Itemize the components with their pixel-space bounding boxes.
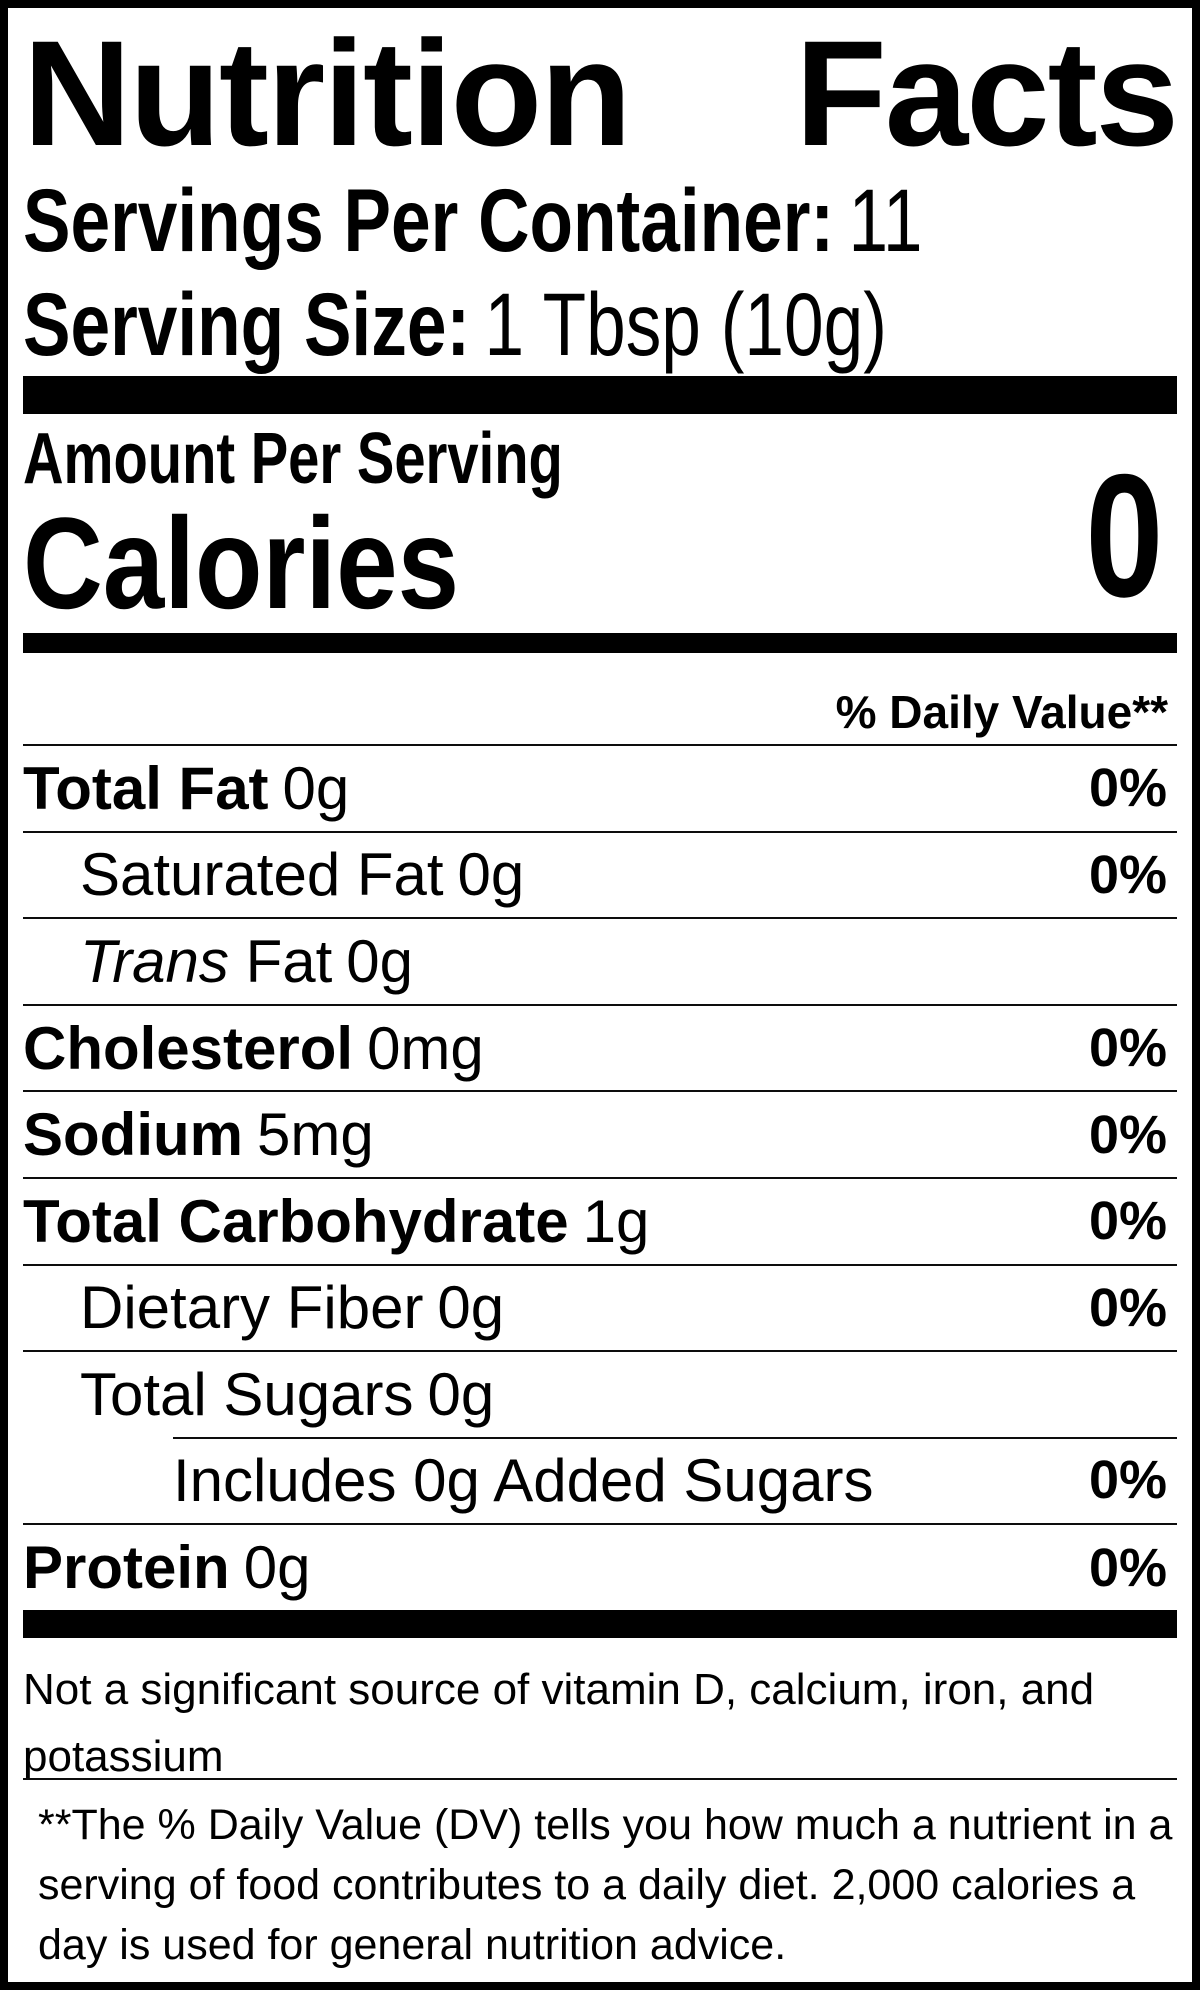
label-title-word-2: Facts (795, 9, 1179, 177)
nutrient-daily-value: 0% (1088, 1018, 1167, 1079)
row-cholesterol: Cholesterol 0mg 0% (23, 1003, 1177, 1091)
nutrient-name: Sodium (23, 1101, 243, 1169)
servings-per-container-label: Servings Per Container: (23, 170, 835, 270)
nutrient-daily-value: 0% (1088, 844, 1167, 905)
nutrient-name-and-amount: Total Sugars 0g (80, 1360, 494, 1429)
not-significant-line-1: Not a significant source of vitamin D, c… (23, 1665, 1095, 1714)
nutrient-amount: 0g (243, 1534, 311, 1602)
nutrient-name: Includes 0g Added Sugars (173, 1446, 874, 1514)
servings-per-container-value: 11 (848, 170, 923, 270)
nutrient-name: Fat (228, 927, 333, 995)
nutrient-daily-value: 0% (1088, 1277, 1167, 1338)
nutrient-amount: 0g (437, 1274, 505, 1342)
serving-size-line: Serving Size: 1 Tbsp (10g) (23, 280, 887, 369)
nutrient-name-and-amount: Saturated Fat 0g (80, 840, 524, 909)
nutrient-amount: 0g (427, 1360, 495, 1428)
row-sodium: Sodium 5mg 0% (23, 1090, 1177, 1177)
calories-label: Calories (23, 490, 460, 636)
calories-value: 0 (1085, 439, 1163, 634)
row-added-sugars: Includes 0g Added Sugars 0% (23, 1436, 1177, 1524)
nutrient-name-and-amount: Includes 0g Added Sugars (173, 1446, 888, 1515)
row-saturated-fat: Saturated Fat 0g 0% (23, 830, 1177, 918)
footnote-line-3: day is used for general nutrition advice… (38, 1921, 787, 1969)
serving-size-value: 1 Tbsp (10g) (484, 274, 887, 374)
nutrient-name: Total Fat (23, 754, 269, 822)
footnote: **The % Daily Value (DV) tells you how m… (38, 1795, 1172, 1975)
row-total-fat: Total Fat 0g 0% (23, 744, 1177, 831)
nutrient-daily-value: 0% (1088, 1450, 1167, 1511)
nutrient-name: Saturated Fat (80, 841, 444, 909)
nutrient-name-and-amount: Cholesterol 0mg (23, 1014, 484, 1083)
row-dietary-fiber: Dietary Fiber 0g 0% (23, 1263, 1177, 1351)
nutrient-name: Cholesterol (23, 1014, 354, 1082)
nutrient-name-italic: Trans (80, 927, 229, 995)
nutrient-name: Total Carbohydrate (23, 1187, 569, 1255)
divider-bar-medium (23, 633, 1177, 653)
nutrient-name-and-amount: Total Carbohydrate 1g (23, 1187, 649, 1256)
nutrient-amount: 0g (346, 927, 414, 995)
row-total-sugars: Total Sugars 0g (23, 1350, 1177, 1437)
nutrient-daily-value: 0% (1088, 1104, 1167, 1165)
row-protein: Protein 0g 0% (23, 1523, 1177, 1610)
nutrient-amount: 0g (282, 754, 350, 822)
nutrient-amount: 0mg (367, 1014, 484, 1082)
nutrient-name-and-amount: Sodium 5mg (23, 1100, 374, 1169)
not-significant-line-2: potassium (23, 1732, 224, 1781)
nutrient-name-and-amount: Trans Fat 0g (80, 927, 413, 996)
serving-size-label: Serving Size: (23, 274, 471, 374)
nutrient-amount: 5mg (257, 1101, 374, 1169)
nutrient-amount: 0g (457, 841, 525, 909)
nutrient-daily-value: 0% (1088, 1191, 1167, 1252)
divider-bar-thick-top (23, 376, 1177, 414)
footnote-line-1: **The % Daily Value (DV) tells you how m… (38, 1801, 1173, 1849)
row-total-carbohydrate: Total Carbohydrate 1g 0% (23, 1176, 1177, 1264)
nutrient-name-and-amount: Protein 0g (23, 1533, 310, 1602)
nutrient-name-and-amount: Total Fat 0g (23, 754, 349, 823)
nutrient-name-and-amount: Dietary Fiber 0g (80, 1273, 504, 1342)
nutrient-name: Total Sugars (80, 1360, 414, 1428)
daily-value-header: % Daily Value** (835, 686, 1168, 738)
servings-per-container-line: Servings Per Container: 11 (23, 176, 922, 265)
nutrient-name: Protein (23, 1534, 230, 1602)
amount-per-serving-heading: Amount Per Serving (23, 419, 563, 499)
footnote-separator (23, 1778, 1177, 1780)
nutrient-daily-value: 0% (1088, 758, 1167, 819)
footnote-line-2: serving of food contributes to a daily d… (38, 1861, 1136, 1909)
label-title-word-1: Nutrition (23, 9, 632, 177)
nutrient-amount: 1g (582, 1187, 650, 1255)
not-significant-note: Not a significant source of vitamin D, c… (23, 1656, 1177, 1790)
nutrient-rows: Total Fat 0g 0% Saturated Fat 0g 0% Trans … (23, 744, 1177, 1610)
nutrient-daily-value: 0% (1088, 1537, 1167, 1598)
label-title: Nutrition Facts (23, 9, 1179, 177)
row-trans-fat: Trans Fat 0g (23, 917, 1177, 1004)
divider-bar-thick-bottom (23, 1610, 1177, 1638)
nutrient-name: Dietary Fiber (80, 1274, 424, 1342)
